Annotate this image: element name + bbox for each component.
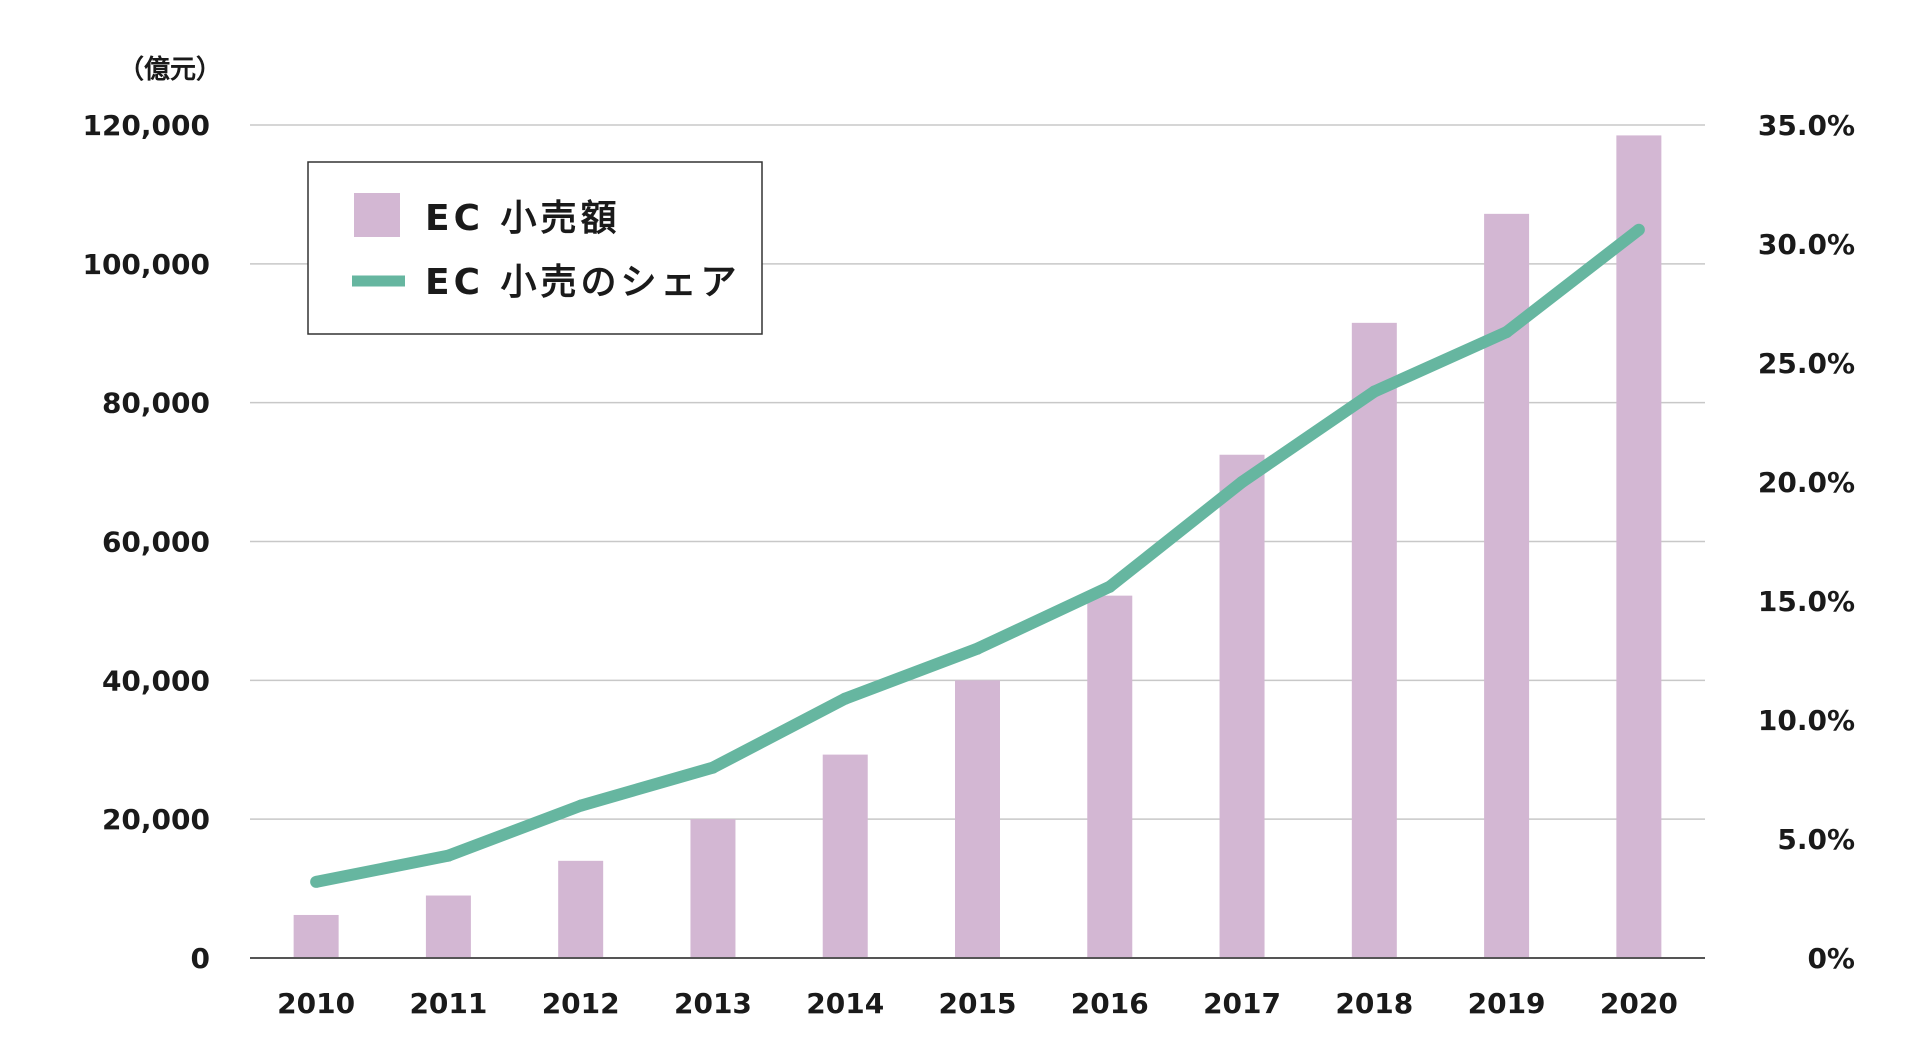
x-tick-label: 2020 — [1600, 987, 1678, 1020]
line-series — [310, 223, 1645, 888]
y-right-tick-label: 30.0% — [1758, 228, 1855, 261]
y-left-tick-label: 80,000 — [102, 387, 210, 420]
y-left-tick-label: 0 — [191, 942, 210, 975]
y-left-tick-label: 20,000 — [102, 803, 210, 836]
line-point — [706, 761, 719, 774]
line-point — [310, 875, 323, 888]
y-right-tick-label: 0% — [1807, 942, 1855, 975]
line-point — [574, 799, 587, 812]
y-left-tick-label: 100,000 — [82, 248, 210, 281]
x-tick-label: 2016 — [1071, 987, 1149, 1020]
line-point — [442, 849, 455, 862]
bar — [1219, 454, 1265, 958]
y-left-tick-label: 60,000 — [102, 526, 210, 559]
bar — [1087, 595, 1133, 958]
legend-label-line: EC 小売のシェア — [425, 262, 741, 303]
x-tick-label: 2017 — [1203, 987, 1281, 1020]
x-tick-label: 2011 — [409, 987, 487, 1020]
y-right-tick-label: 20.0% — [1758, 466, 1855, 499]
x-tick-label: 2012 — [542, 987, 620, 1020]
legend-swatch-bar — [354, 193, 400, 237]
x-tick-label: 2018 — [1335, 987, 1413, 1020]
y-left-tick-label: 40,000 — [102, 664, 210, 697]
bar — [955, 680, 1000, 958]
bar — [690, 819, 736, 958]
y-right-tick-label: 5.0% — [1777, 823, 1855, 856]
line-point — [1500, 326, 1513, 339]
x-tick-label: 2015 — [939, 987, 1017, 1020]
y-right-tick-label: 15.0% — [1758, 585, 1855, 618]
legend-box — [307, 161, 763, 335]
y-right-tick-label: 25.0% — [1758, 347, 1855, 380]
line-point — [1632, 223, 1645, 236]
legend-label-bar: EC 小売額 — [425, 198, 621, 239]
line-point — [971, 642, 984, 655]
x-tick-label: 2013 — [674, 987, 752, 1020]
bar-series — [293, 135, 1662, 959]
x-tick-label: 2014 — [806, 987, 884, 1020]
line-point — [1236, 476, 1249, 488]
bar — [558, 860, 604, 958]
axes: 0 20,000 40,000 60,000 80,000 100,000 120,000 0… — [82, 109, 1855, 1020]
bar — [293, 914, 339, 958]
y-right-tick-label: 10.0% — [1758, 704, 1855, 737]
bar — [425, 895, 471, 958]
left-axis-unit-label: （億元） — [118, 55, 222, 85]
line-point — [1368, 385, 1381, 398]
line-point — [1103, 580, 1116, 593]
y-right-tick-label: 35.0% — [1758, 109, 1855, 142]
x-tick-label: 2010 — [277, 987, 355, 1020]
bar — [1616, 135, 1662, 959]
bar — [822, 754, 868, 958]
bar — [1351, 322, 1397, 958]
legend: EC 小売額 EC 小売のシェア — [307, 161, 763, 335]
line-point — [839, 692, 852, 705]
y-left-tick-label: 120,000 — [82, 109, 210, 142]
x-tick-label: 2019 — [1468, 987, 1546, 1020]
